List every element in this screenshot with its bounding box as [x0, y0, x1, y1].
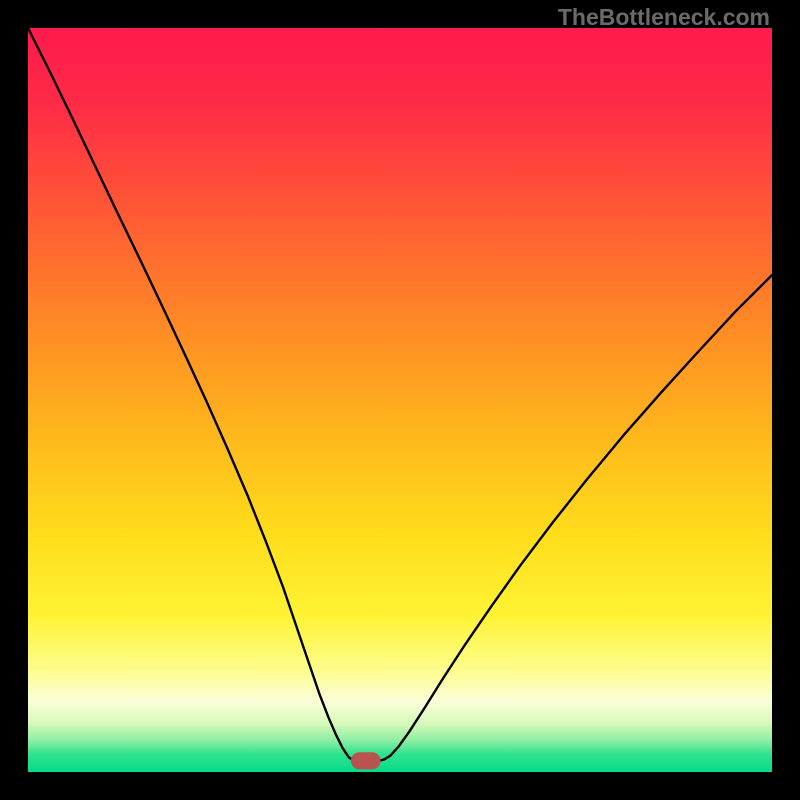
gradient-background: [28, 28, 772, 772]
optimum-marker: [351, 752, 381, 769]
bottleneck-chart: [0, 0, 800, 800]
watermark-label: TheBottleneck.com: [558, 4, 770, 31]
